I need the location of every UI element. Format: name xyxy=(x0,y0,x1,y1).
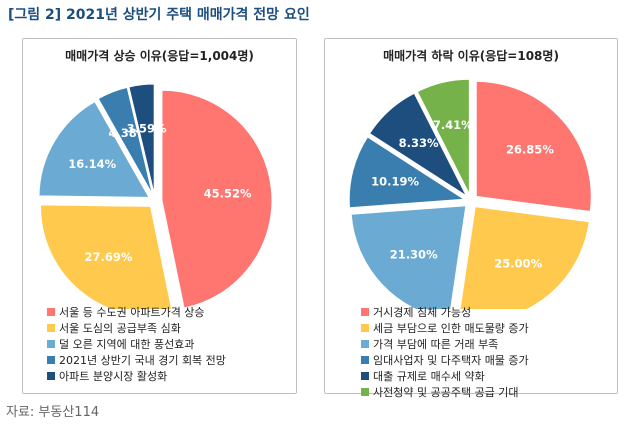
legend-label: 사전청약 및 공공주택 공급 기대 xyxy=(373,386,519,399)
rise-legend-item-1: 서울 등 수도권 아파트가격 상승 xyxy=(47,305,226,321)
fall-slice-5-label: 8.33% xyxy=(399,136,439,150)
legend-swatch xyxy=(47,324,55,332)
legend-label: 가격 부담에 따른 거래 부족 xyxy=(373,338,499,351)
fall-legend-item-5: 대출 규제로 매수세 약화 xyxy=(361,369,529,385)
fall-legend-item-2: 세금 부담으로 인한 매도물량 증가 xyxy=(361,321,529,337)
fall-legend-item-4: 임대사업자 및 다주택자 매물 증가 xyxy=(361,353,529,369)
rise-slice-3-label: 16.14% xyxy=(68,157,116,171)
legend-swatch xyxy=(361,388,369,396)
legend-swatch xyxy=(361,372,369,380)
rise-slice-5 xyxy=(128,83,155,195)
legend-swatch xyxy=(361,324,369,332)
rise-slice-1-label: 45.52% xyxy=(204,187,252,201)
fall-slice-1-label: 26.85% xyxy=(506,142,554,156)
legend-swatch xyxy=(361,356,369,364)
rise-slice-4 xyxy=(97,86,153,195)
rise-legend-item-3: 덜 오른 지역에 대한 풍선효과 xyxy=(47,337,226,353)
fall-slice-4-label: 10.19% xyxy=(371,175,419,189)
fall-slice-6 xyxy=(416,78,470,195)
rise-legend-item-4: 2021년 상반기 국내 경기 회복 전망 xyxy=(47,353,226,369)
fall-slice-1 xyxy=(475,80,592,213)
figure-title: [그림 2] 2021년 상반기 주택 매매가격 전망 요인 xyxy=(8,7,310,23)
fall-slice-3-label: 21.30% xyxy=(390,247,438,261)
fall-slice-3 xyxy=(350,205,467,309)
fall-legend-item-1: 거시경제 침체 가능성 xyxy=(361,305,529,321)
legend-swatch xyxy=(361,308,369,316)
legend-label: 임대사업자 및 다주택자 매물 증가 xyxy=(373,354,529,367)
fall-pie-chart: 26.85% 25.00% 21.30% 10.19% 8.33% 7.41% xyxy=(348,78,592,309)
fall-slice-2-label: 25.00% xyxy=(494,257,542,271)
fall-slice-2 xyxy=(459,206,590,309)
legend-label: 아파트 분양시장 활성화 xyxy=(59,370,168,383)
rise-pie-chart: 45.52%27.69%16.14%4.38%3.59% xyxy=(38,83,273,309)
legend-label: 덜 오른 지역에 대한 풍선효과 xyxy=(59,338,195,351)
rise-slice-5-label: 3.59% xyxy=(127,121,167,135)
legend-swatch xyxy=(47,340,55,348)
fall-slice-4 xyxy=(348,136,466,209)
rise-slice-3 xyxy=(38,100,150,198)
legend-label: 서울 도심의 공급부족 심화 xyxy=(59,322,181,335)
rise-legend-item-2: 서울 도심의 공급부족 심화 xyxy=(47,321,226,337)
rise-slice-1 xyxy=(161,89,273,309)
rise-chart-title: 매매가격 상승 이유(응답=1,004명) xyxy=(65,49,254,63)
legend-label: 세금 부담으로 인한 매도물량 증가 xyxy=(373,322,529,335)
legend-label: 서울 등 수도권 아파트가격 상승 xyxy=(59,306,205,319)
source-note: 자료: 부동산114 xyxy=(6,405,100,420)
fall-legend-item-3: 가격 부담에 따른 거래 부족 xyxy=(361,337,529,353)
legend-swatch xyxy=(47,308,55,316)
fall-slice-5 xyxy=(368,92,468,198)
legend-swatch xyxy=(47,372,55,380)
rise-slice-2 xyxy=(40,204,173,309)
legend-label: 대출 규제로 매수세 약화 xyxy=(373,370,485,383)
rise-legend-item-5: 아파트 분양시장 활성화 xyxy=(47,369,226,385)
fall-legend-item-6: 사전청약 및 공공주택 공급 기대 xyxy=(361,385,529,401)
rise-slice-2-label: 27.69% xyxy=(85,250,133,264)
legend-swatch xyxy=(47,356,55,364)
rise-reasons-panel: 매매가격 상승 이유(응답=1,004명) 45.52% 27.69% 16.14%… xyxy=(22,38,297,394)
fall-slice-6-label: 7.41% xyxy=(433,118,473,132)
legend-swatch xyxy=(361,340,369,348)
legend-label: 2021년 상반기 국내 경기 회복 전망 xyxy=(59,354,226,367)
legend-label: 거시경제 침체 가능성 xyxy=(373,306,472,319)
fall-chart-title: 매매가격 하락 이유(응답=108명) xyxy=(383,49,559,63)
fall-reasons-panel: 매매가격 하락 이유(응답=108명) 26.85% 25.00% 21.30% 10… xyxy=(324,38,618,399)
